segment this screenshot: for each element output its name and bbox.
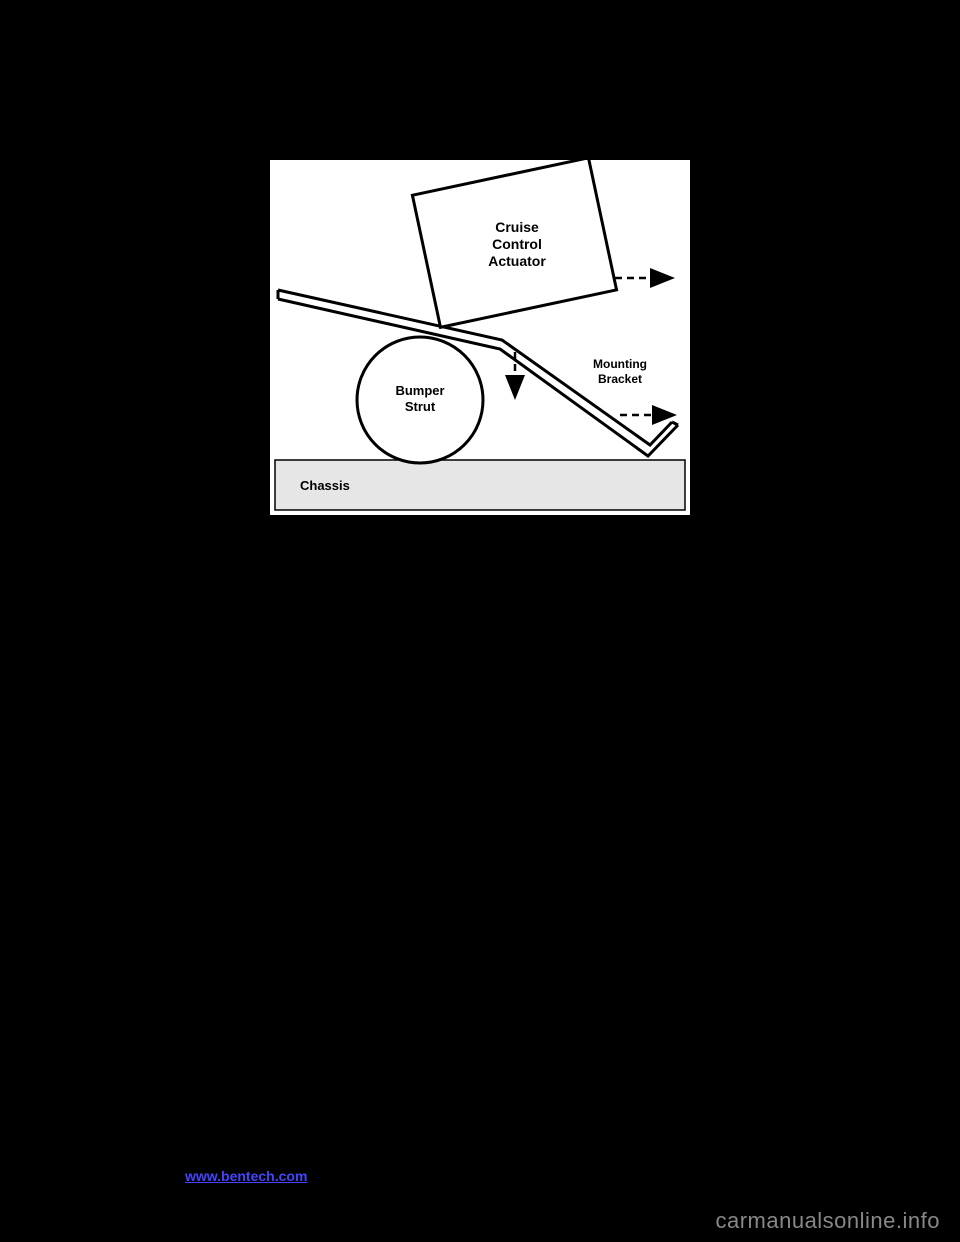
bumper-strut-label-2: Strut	[405, 399, 436, 414]
actuator-label-2: Control	[492, 236, 542, 252]
watermark-text: carmanualsonline.info	[715, 1208, 940, 1234]
mounting-bracket-label-1: Mounting	[593, 357, 647, 371]
bumper-strut-label-1: Bumper	[395, 383, 444, 398]
mounting-bracket-label-2: Bracket	[598, 372, 642, 386]
actuator-label-1: Cruise	[495, 219, 539, 235]
chassis-label: Chassis	[300, 478, 350, 493]
bentech-link[interactable]: www.bentech.com	[185, 1168, 307, 1184]
actuator-label-3: Actuator	[488, 253, 546, 269]
diagram-svg: Chassis Bumper Strut Cruise Control Actu…	[270, 160, 690, 515]
diagram-container: Chassis Bumper Strut Cruise Control Actu…	[270, 160, 690, 515]
